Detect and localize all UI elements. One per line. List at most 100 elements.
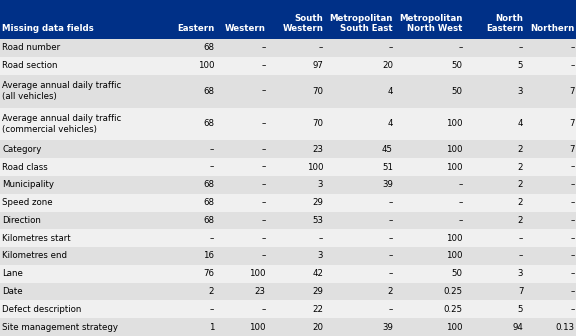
Text: –: –	[262, 216, 266, 225]
Text: 0.13: 0.13	[556, 323, 575, 332]
Text: 29: 29	[312, 287, 323, 296]
Text: Lane: Lane	[2, 269, 23, 278]
Text: 100: 100	[446, 234, 463, 243]
Text: 50: 50	[452, 87, 463, 96]
Text: 39: 39	[382, 180, 393, 190]
Text: Missing data fields: Missing data fields	[2, 24, 94, 33]
Text: Eastern: Eastern	[177, 24, 214, 33]
Text: –: –	[262, 180, 266, 190]
Text: 3: 3	[518, 269, 524, 278]
Text: Speed zone: Speed zone	[2, 198, 53, 207]
Text: –: –	[262, 43, 266, 52]
Text: Road number: Road number	[2, 43, 60, 52]
Text: –: –	[458, 43, 463, 52]
Text: Metropolitan
South East: Metropolitan South East	[329, 14, 393, 33]
Text: –: –	[210, 163, 214, 172]
Text: –: –	[570, 216, 575, 225]
Text: 2: 2	[518, 180, 524, 190]
Text: 68: 68	[203, 120, 214, 128]
Text: 7: 7	[569, 120, 575, 128]
Text: North
Eastern: North Eastern	[486, 14, 524, 33]
Text: 4: 4	[518, 120, 524, 128]
Text: 100: 100	[446, 120, 463, 128]
Text: 0.25: 0.25	[444, 305, 463, 314]
Text: Average annual daily traffic
(commercial vehicles): Average annual daily traffic (commercial…	[2, 114, 122, 134]
Text: –: –	[389, 305, 393, 314]
Text: 3: 3	[318, 180, 323, 190]
Text: Average annual daily traffic
(all vehicles): Average annual daily traffic (all vehicl…	[2, 81, 122, 101]
Text: 68: 68	[203, 43, 214, 52]
Text: 20: 20	[382, 61, 393, 70]
Text: 68: 68	[203, 216, 214, 225]
Text: 16: 16	[203, 252, 214, 260]
Text: 2: 2	[209, 287, 214, 296]
Text: –: –	[519, 234, 524, 243]
Text: 100: 100	[249, 323, 266, 332]
Text: Direction: Direction	[2, 216, 41, 225]
Text: 100: 100	[198, 61, 214, 70]
Text: –: –	[389, 269, 393, 278]
Text: 100: 100	[249, 269, 266, 278]
Text: –: –	[389, 234, 393, 243]
Text: –: –	[519, 43, 524, 52]
Text: 7: 7	[518, 287, 524, 296]
Text: 7: 7	[569, 145, 575, 154]
Text: Category: Category	[2, 145, 41, 154]
Text: –: –	[570, 43, 575, 52]
Text: 29: 29	[312, 198, 323, 207]
Text: 7: 7	[569, 87, 575, 96]
Text: 3: 3	[518, 87, 524, 96]
Text: –: –	[570, 305, 575, 314]
Text: 100: 100	[446, 252, 463, 260]
Text: 70: 70	[312, 120, 323, 128]
Text: Northern: Northern	[530, 24, 575, 33]
Text: –: –	[319, 43, 323, 52]
Text: –: –	[389, 252, 393, 260]
Text: 23: 23	[255, 287, 266, 296]
Text: –: –	[519, 252, 524, 260]
Text: 1: 1	[209, 323, 214, 332]
Text: 5: 5	[518, 61, 524, 70]
Text: 51: 51	[382, 163, 393, 172]
Text: –: –	[262, 198, 266, 207]
Text: –: –	[570, 234, 575, 243]
Text: 2: 2	[518, 163, 524, 172]
Text: –: –	[210, 234, 214, 243]
Text: –: –	[262, 305, 266, 314]
Text: 42: 42	[312, 269, 323, 278]
Text: –: –	[570, 163, 575, 172]
Text: Road class: Road class	[2, 163, 48, 172]
Text: 0.25: 0.25	[444, 287, 463, 296]
Text: 4: 4	[388, 87, 393, 96]
Text: 76: 76	[203, 269, 214, 278]
Text: –: –	[570, 287, 575, 296]
Text: 45: 45	[382, 145, 393, 154]
Text: –: –	[210, 305, 214, 314]
Text: 23: 23	[312, 145, 323, 154]
Text: 2: 2	[388, 287, 393, 296]
Text: –: –	[262, 87, 266, 96]
Text: 50: 50	[452, 269, 463, 278]
Text: –: –	[570, 198, 575, 207]
Text: 97: 97	[312, 61, 323, 70]
Text: –: –	[570, 180, 575, 190]
Text: 2: 2	[518, 216, 524, 225]
Text: Metropolitan
North West: Metropolitan North West	[399, 14, 463, 33]
Text: 100: 100	[446, 145, 463, 154]
Text: –: –	[570, 269, 575, 278]
Text: 39: 39	[382, 323, 393, 332]
Text: –: –	[389, 216, 393, 225]
Text: –: –	[458, 180, 463, 190]
Text: Road section: Road section	[2, 61, 58, 70]
Text: 68: 68	[203, 87, 214, 96]
Text: –: –	[262, 145, 266, 154]
Text: 94: 94	[513, 323, 524, 332]
Text: 20: 20	[312, 323, 323, 332]
Text: –: –	[458, 216, 463, 225]
Text: –: –	[319, 234, 323, 243]
Text: –: –	[262, 234, 266, 243]
Text: 68: 68	[203, 198, 214, 207]
Text: Kilometres start: Kilometres start	[2, 234, 71, 243]
Text: 2: 2	[518, 145, 524, 154]
Text: –: –	[570, 252, 575, 260]
